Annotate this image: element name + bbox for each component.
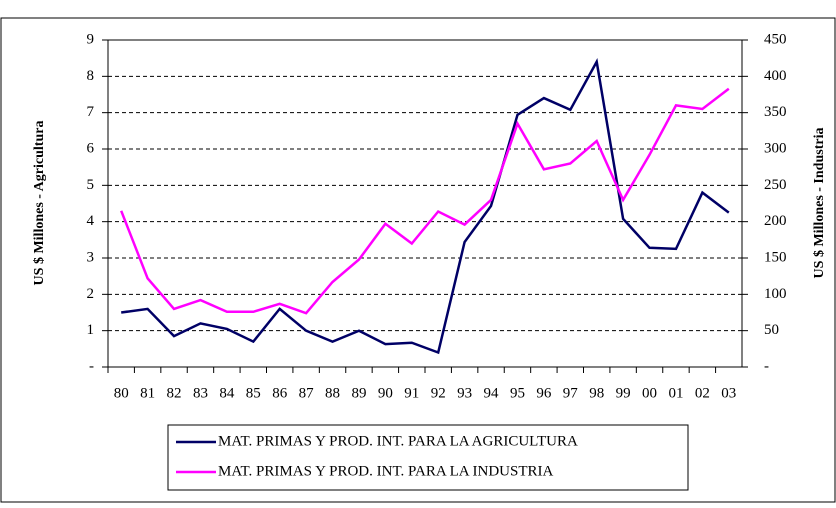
x-tick-label: 84 bbox=[219, 385, 235, 401]
x-tick-label: 91 bbox=[404, 385, 419, 401]
y-axis-label: US $ Millones - Agricultura bbox=[32, 121, 47, 286]
x-tick-label: 98 bbox=[589, 385, 604, 401]
y-tick-label: - bbox=[89, 358, 94, 374]
y2-tick-label: 150 bbox=[764, 249, 787, 265]
x-tick-label: 92 bbox=[431, 385, 446, 401]
x-tick-label: 93 bbox=[457, 385, 472, 401]
x-tick-label: 00 bbox=[642, 385, 657, 401]
legend-label: MAT. PRIMAS Y PROD. INT. PARA LA INDUSTR… bbox=[218, 463, 553, 479]
y2-tick-label: 350 bbox=[764, 104, 787, 120]
y-tick-label: 5 bbox=[87, 177, 95, 193]
y2-tick-label: 400 bbox=[764, 68, 787, 84]
y-tick-label: 8 bbox=[87, 68, 95, 84]
x-tick-label: 87 bbox=[299, 385, 315, 401]
x-tick-label: 81 bbox=[140, 385, 155, 401]
x-tick-label: 88 bbox=[325, 385, 340, 401]
y2-axis-label: US $ Millones - Industria bbox=[812, 128, 827, 279]
series-line bbox=[120, 87, 730, 315]
y-tick-label: 1 bbox=[87, 322, 95, 338]
y2-tick-label: 250 bbox=[764, 177, 787, 193]
y2-tick-label: 100 bbox=[764, 286, 787, 302]
chart-border bbox=[0, 17, 836, 503]
x-tick-label: 01 bbox=[668, 385, 683, 401]
x-tick-label: 97 bbox=[563, 385, 579, 401]
y-tick-label: 9 bbox=[87, 31, 95, 47]
y-tick-label: 7 bbox=[87, 104, 95, 120]
y-tick-label: 4 bbox=[87, 213, 95, 229]
x-tick-label: 96 bbox=[536, 385, 552, 401]
series-line bbox=[121, 58, 730, 355]
y2-tick-label: 300 bbox=[764, 140, 787, 156]
y-tick-label: 3 bbox=[87, 249, 95, 265]
y2-tick-label: 200 bbox=[764, 213, 787, 229]
y2-tick-label: 50 bbox=[764, 322, 779, 338]
legend-label: MAT. PRIMAS Y PROD. INT. PARA LA AGRICUL… bbox=[218, 433, 578, 449]
y2-tick-label: - bbox=[764, 358, 769, 374]
y-tick-label: 6 bbox=[87, 140, 95, 156]
x-tick-label: 94 bbox=[484, 385, 500, 401]
x-tick-label: 99 bbox=[616, 385, 631, 401]
x-tick-label: 95 bbox=[510, 385, 525, 401]
x-tick-label: 86 bbox=[272, 385, 288, 401]
plot-border bbox=[107, 39, 743, 368]
x-tick-label: 02 bbox=[695, 385, 710, 401]
x-tick-label: 85 bbox=[246, 385, 261, 401]
x-tick-label: 89 bbox=[351, 385, 366, 401]
x-tick-label: 82 bbox=[167, 385, 182, 401]
legend-box bbox=[167, 424, 689, 491]
y2-tick-label: 450 bbox=[764, 31, 787, 47]
y-tick-label: 2 bbox=[87, 286, 95, 302]
x-tick-label: 83 bbox=[193, 385, 208, 401]
x-tick-label: 03 bbox=[721, 385, 736, 401]
x-tick-label: 90 bbox=[378, 385, 393, 401]
x-tick-label: 80 bbox=[114, 385, 129, 401]
